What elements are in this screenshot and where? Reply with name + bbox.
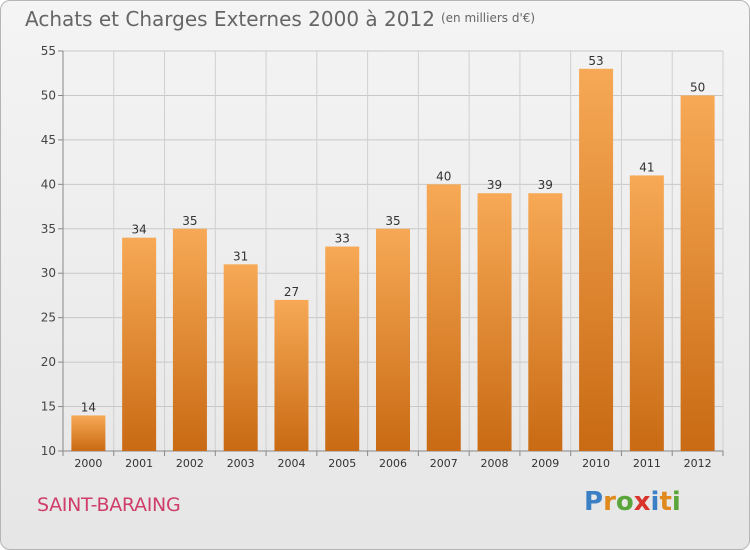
logo-letter: P (584, 487, 604, 517)
axes: 10 15 20 25 30 35 40 45 50 55 2000 2001 2002 2003 2004… (41, 44, 724, 470)
y-tick-label: 15 (41, 400, 56, 414)
x-tick-label: 2005 (328, 457, 356, 470)
x-tick-label: 2011 (633, 457, 661, 470)
y-tick-label: 50 (41, 88, 56, 102)
x-tick-label: 2000 (74, 457, 102, 470)
bar-value-label: 35 (182, 214, 197, 228)
x-tick-label: 2001 (125, 457, 153, 470)
y-tick-label: 30 (41, 266, 56, 280)
proxiti-logo: Proxiti (584, 487, 681, 517)
x-tick-label: 2002 (176, 457, 204, 470)
x-tick-label: 2012 (684, 457, 712, 470)
y-tick-label: 35 (41, 222, 56, 236)
bar (680, 95, 715, 451)
bar-value-label: 53 (588, 54, 603, 68)
logo-letter: i (650, 487, 660, 517)
y-tick-label: 55 (41, 44, 56, 58)
bar-value-label: 39 (487, 178, 502, 192)
bar (122, 237, 157, 451)
bar (223, 264, 258, 451)
bar (477, 193, 512, 451)
unit-label: (en milliers d'€) (440, 11, 536, 25)
x-tick-label: 2006 (379, 457, 407, 470)
bar (325, 246, 360, 451)
y-tick-label: 20 (41, 355, 56, 369)
bar (71, 415, 106, 451)
bar-value-label: 40 (436, 169, 451, 183)
y-tick-label: 25 (41, 311, 56, 325)
bar-value-label: 50 (690, 80, 705, 94)
bar (528, 193, 563, 451)
bar-value-label: 39 (538, 178, 553, 192)
x-tick-label: 2008 (481, 457, 509, 470)
bar (579, 68, 614, 452)
bar (172, 228, 207, 451)
bars (71, 68, 715, 452)
bar (426, 184, 461, 452)
bar (376, 228, 410, 451)
bar-value-label: 27 (284, 285, 299, 299)
bar-value-label: 14 (81, 400, 96, 414)
x-tick-label: 2003 (227, 457, 255, 470)
bar-value-label: 35 (385, 214, 400, 228)
bar-value-label: 34 (132, 223, 147, 237)
logo-letter: x (633, 487, 651, 517)
bar (274, 299, 309, 451)
title-text: Achats et Charges Externes 2000 à 2012 (25, 7, 435, 31)
bar-value-label: 41 (639, 160, 654, 174)
y-tick-label: 40 (41, 177, 56, 191)
logo-letter: t (659, 487, 672, 517)
bar (629, 175, 664, 451)
data-labels: 14 34 35 31 27 33 35 40 39 39 53 41 50 (81, 54, 706, 415)
logo-letter: o (615, 487, 634, 517)
bar-value-label: 31 (233, 249, 248, 263)
y-tick-label: 10 (41, 444, 56, 458)
y-tick-label: 45 (41, 133, 56, 147)
commune-name: SAINT-BARAING (37, 494, 181, 516)
x-tick-label: 2007 (430, 457, 458, 470)
logo-letter: r (603, 487, 616, 517)
logo-letter: i (671, 487, 681, 517)
bar-value-label: 33 (335, 232, 350, 246)
chart-title: Achats et Charges Externes 2000 à 2012 (e… (25, 7, 535, 31)
x-tick-label: 2009 (531, 457, 559, 470)
x-tick-label: 2004 (277, 457, 305, 470)
x-tick-label: 2010 (582, 457, 610, 470)
